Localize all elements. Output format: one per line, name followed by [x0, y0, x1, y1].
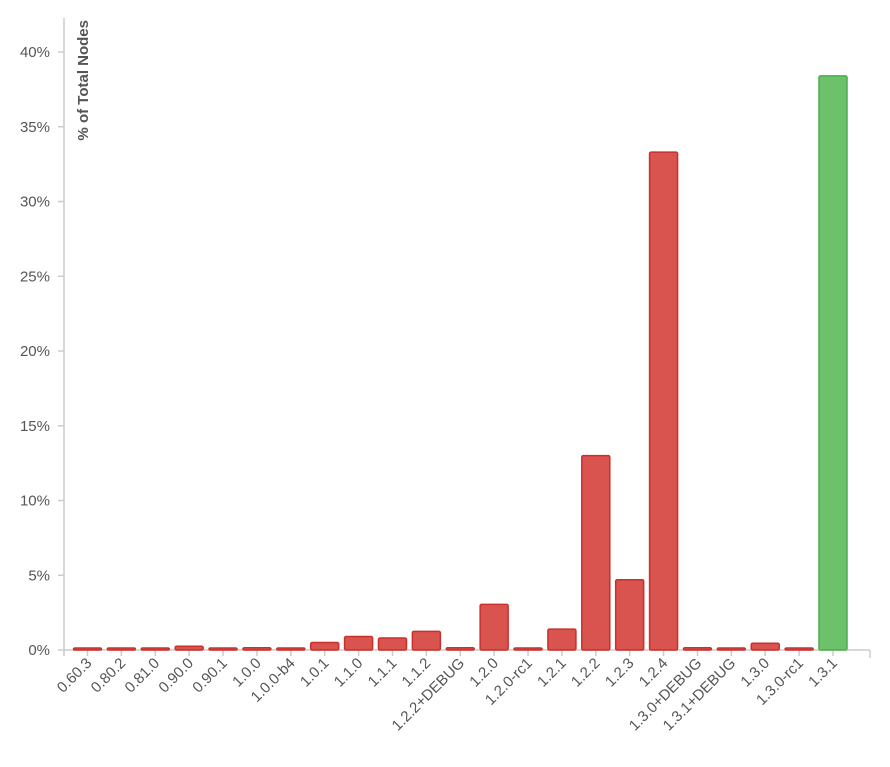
bar-1.2.2+DEBUG[interactable]: [445, 647, 475, 651]
bar-1.1.2[interactable]: [411, 630, 442, 651]
x-tick-label: 1.0.1: [297, 655, 333, 691]
y-tick-label: 5%: [28, 567, 50, 584]
y-axis-title: % of Total Nodes: [75, 20, 92, 141]
x-tick-label: 0.90.0: [155, 655, 197, 697]
x-tick-label: 0.81.0: [122, 655, 164, 697]
bar-1.0.0-b4[interactable]: [276, 647, 306, 651]
y-tick-label: 40%: [20, 44, 50, 61]
y-tick-label: 0%: [28, 642, 50, 659]
x-tick-label: 1.2.3: [602, 655, 638, 691]
bar-1.0.1[interactable]: [309, 641, 340, 651]
bar-1.3.1+DEBUG[interactable]: [716, 647, 747, 651]
bar-1.2.0[interactable]: [479, 603, 509, 651]
x-tick-label: 0.80.2: [88, 655, 130, 697]
x-tick-label: 1.2.1: [534, 655, 570, 691]
bar-1.2.1[interactable]: [547, 628, 577, 651]
x-tick-label: 1.1.0: [331, 655, 367, 691]
bar-0.90.0[interactable]: [174, 645, 204, 651]
bar-1.2.0-rc1[interactable]: [513, 647, 543, 651]
bar-1.3.1[interactable]: [818, 75, 848, 651]
bar-1.1.0[interactable]: [343, 635, 374, 651]
y-tick-label: 35%: [20, 119, 50, 136]
bar-0.90.1[interactable]: [208, 647, 238, 651]
bar-1.3.0+DEBUG[interactable]: [682, 647, 713, 651]
bar-1.0.0[interactable]: [242, 647, 272, 651]
y-tick-label: 20%: [20, 343, 50, 360]
x-tick-label: 1.1.1: [365, 655, 401, 691]
bars: [72, 75, 848, 651]
bar-1.2.4[interactable]: [648, 151, 679, 651]
bar-1.3.0[interactable]: [750, 642, 780, 651]
x-tick-label: 0.90.1: [189, 655, 231, 697]
x-tick-label: 0.60.3: [54, 655, 96, 697]
bar-1.3.0-rc1[interactable]: [784, 647, 814, 651]
x-tick-label: 1.2.2: [568, 655, 604, 691]
y-tick-label: 30%: [20, 194, 50, 211]
bar-1.1.1[interactable]: [377, 637, 408, 651]
y-axis: 0% 5% 10% 15% 20% 25% 30% 35% 40%: [20, 18, 65, 659]
bar-0.80.2[interactable]: [106, 647, 137, 651]
y-tick-label: 25%: [20, 268, 50, 285]
bar-0.60.3[interactable]: [72, 647, 103, 651]
x-tick-label: 1.3.1: [805, 655, 841, 691]
bar-0.81.0[interactable]: [140, 647, 171, 651]
y-tick-label: 10%: [20, 493, 50, 510]
y-tick-label: 15%: [20, 418, 50, 435]
x-axis: 0.60.30.80.20.81.00.90.00.90.11.0.01.0.0…: [54, 649, 871, 734]
bar-1.2.3[interactable]: [614, 578, 645, 651]
bar-1.2.2[interactable]: [581, 454, 611, 651]
